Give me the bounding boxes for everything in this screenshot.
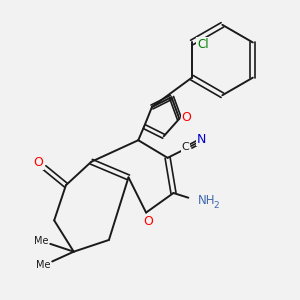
Text: Me: Me (34, 236, 49, 246)
Text: O: O (34, 156, 44, 170)
Text: C: C (181, 142, 189, 152)
Text: N: N (197, 133, 206, 146)
Text: O: O (143, 215, 153, 228)
Text: Cl: Cl (197, 38, 208, 51)
Text: 2: 2 (213, 201, 219, 210)
Text: O: O (182, 111, 191, 124)
Text: Me: Me (36, 260, 51, 270)
Text: NH: NH (198, 194, 215, 207)
